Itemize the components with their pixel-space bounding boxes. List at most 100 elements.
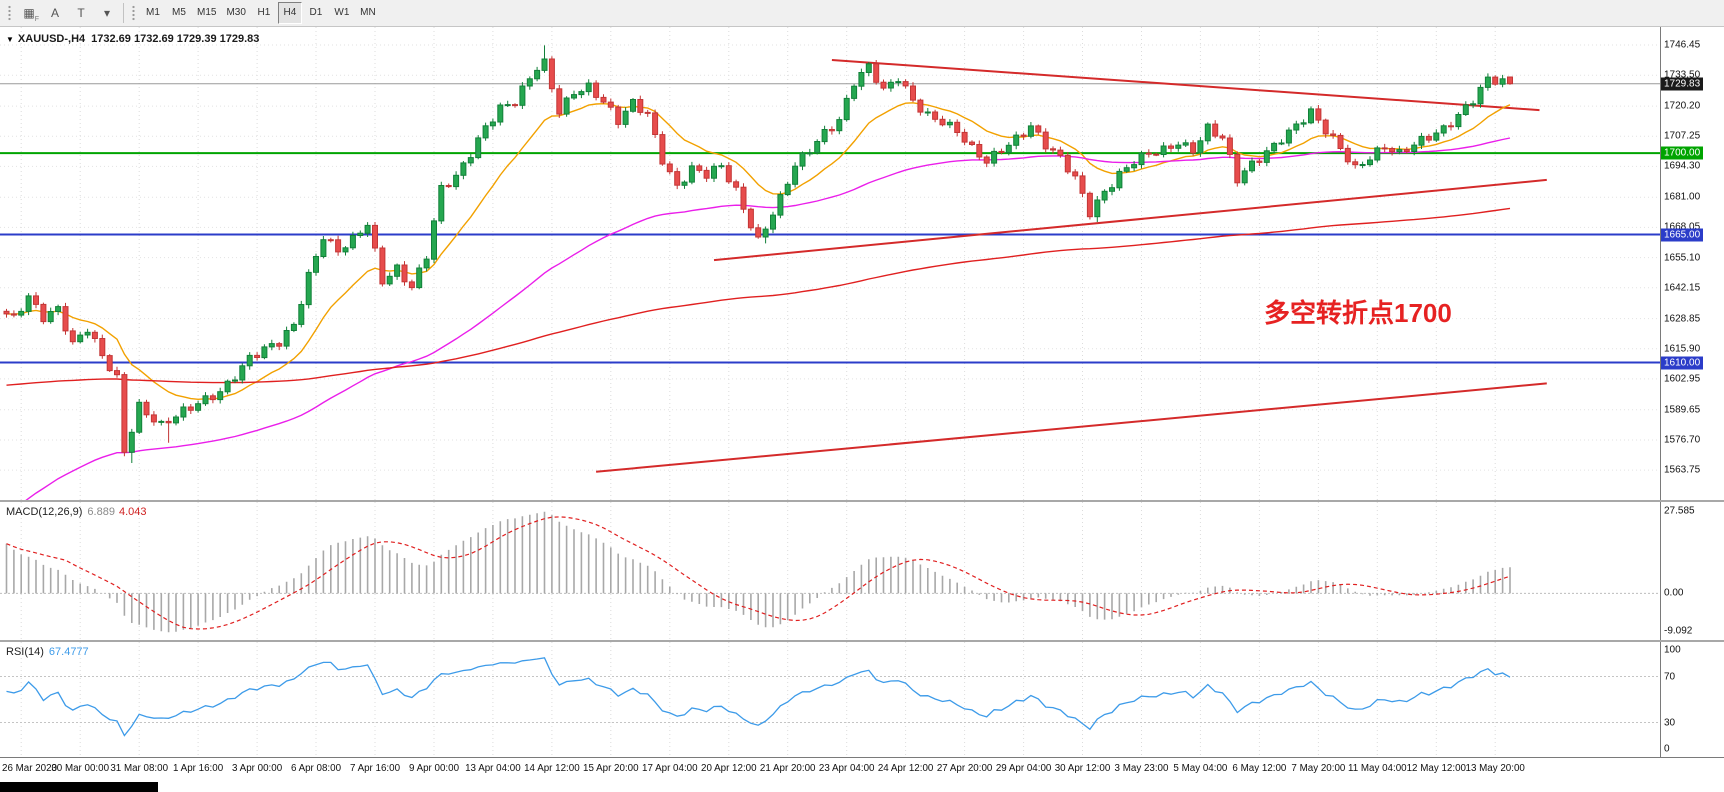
panel-splitter-macd[interactable] (0, 500, 1724, 502)
macd-axis[interactable]: 27.585 0.00 -9.092 (1660, 502, 1724, 640)
macd-axis-zero: 0.00 (1664, 587, 1684, 599)
price-tick: 1602.95 (1664, 373, 1701, 385)
chart-symbol-title: XAUUSD-,H4 (17, 33, 86, 45)
time-label: 20 Apr 12:00 (701, 763, 757, 774)
rsi-name: RSI(14) (6, 646, 44, 658)
long-support-trendline[interactable] (596, 382, 1547, 473)
time-label: 21 Apr 20:00 (759, 763, 816, 774)
macd-signal-line (6, 516, 1511, 630)
price-tick: 1615.90 (1664, 343, 1701, 355)
time-label: 3 May 23:00 (1114, 763, 1169, 774)
tool-button-group: ▦ F A T ▾ (16, 2, 120, 24)
time-label: 11 May 04:00 (1347, 763, 1407, 774)
template-button[interactable]: T (69, 2, 93, 24)
time-label: 13 May 20:00 (1465, 763, 1525, 774)
rsi-surface[interactable] (0, 642, 1660, 757)
time-label: 30 Mar 00:00 (51, 763, 110, 774)
main-chart-panel: 1746.45 1733.50 1720.20 1707.25 1694.30 1681.… (0, 27, 1724, 500)
bull-candles (18, 58, 1506, 453)
text-annotation-button[interactable]: A (43, 2, 67, 24)
macd-main-value: 6.889 (87, 506, 115, 518)
timeframe-M15-button[interactable]: M15 (193, 2, 220, 24)
price-tick: 1720.20 (1664, 100, 1701, 112)
text-annotation-icon: A (50, 6, 59, 20)
timeframe-MN-button[interactable]: MN (356, 2, 380, 24)
chart-annotation-text[interactable]: 多空转折点1700 (1264, 298, 1452, 328)
price-tick: 1681.00 (1664, 191, 1701, 203)
macd-name: MACD(12,26,9) (6, 506, 83, 518)
macd-axis-min: -9.092 (1664, 625, 1693, 637)
timeframe-W1-button[interactable]: W1 (330, 2, 354, 24)
time-label: 26 Mar 2020 (2, 763, 58, 774)
chart-grid-button[interactable]: ▦ F (17, 2, 41, 24)
rsi-axis[interactable]: 100 70 30 0 (1660, 642, 1724, 757)
price-tick: 1655.10 (1664, 252, 1701, 264)
time-label: 1 Apr 16:00 (173, 763, 224, 774)
ma-mid-magenta (25, 137, 1511, 500)
time-label: 24 Apr 12:00 (877, 763, 934, 774)
current-price-badge: 1729.83 (1661, 77, 1704, 91)
time-label: 7 Apr 16:00 (349, 763, 401, 774)
time-label: 29 Apr 04:00 (995, 763, 1052, 774)
draw-tools-dropdown-icon: ▾ (103, 6, 111, 20)
price-tick: 1576.70 (1664, 434, 1701, 446)
price-tick: 1589.65 (1664, 404, 1701, 416)
chart-title: ▼ XAUUSD-,H4 1732.69 1732.69 1729.39 1729.… (6, 33, 259, 45)
timeframe-H1-button[interactable]: H1 (252, 2, 276, 24)
rsi-panel: 100 70 30 0 RSI(14) 67.4777 (0, 642, 1724, 757)
level-1700-badge: 1700.00 (1661, 146, 1704, 160)
level-1610-badge: 1610.00 (1661, 356, 1704, 369)
time-label: 9 Apr 00:00 (408, 763, 460, 774)
price-tick: 1746.45 (1664, 39, 1701, 51)
main-chart-surface[interactable] (0, 27, 1660, 500)
price-tick: 1642.15 (1664, 282, 1701, 294)
timeframe-H4-button[interactable]: H4 (277, 2, 302, 24)
time-label: 23 Apr 04:00 (818, 763, 875, 774)
rsi-axis-70: 70 (1664, 671, 1676, 682)
time-axis[interactable]: 26 Mar 2020 30 Mar 00:00 31 Mar 08:00 1 Apr… (0, 757, 1724, 782)
chart-collapse-icon[interactable]: ▼ (6, 35, 14, 44)
bottom-bar (0, 782, 1724, 792)
descending-trendline[interactable] (831, 59, 1540, 112)
price-tick: 1563.75 (1664, 464, 1701, 476)
chart-ohlc-values: 1732.69 1732.69 1729.39 1729.83 (91, 33, 260, 45)
ascending-trendline[interactable] (713, 178, 1547, 262)
price-tick: 1628.85 (1664, 313, 1701, 325)
rsi-value: 67.4777 (48, 646, 89, 658)
template-icon: T (77, 6, 85, 20)
time-label: 15 Apr 20:00 (583, 763, 639, 774)
time-label: 6 Apr 08:00 (290, 763, 342, 774)
panel-splitter-rsi[interactable] (0, 640, 1724, 642)
rsi-line (6, 657, 1511, 737)
time-label: 13 Apr 04:00 (465, 763, 521, 774)
timeframe-M30-button[interactable]: M30 (222, 2, 249, 24)
price-tick: 1694.30 (1664, 160, 1701, 172)
time-label: 6 May 12:00 (1232, 763, 1287, 774)
time-label: 30 Apr 12:00 (1054, 763, 1111, 774)
macd-label: MACD(12,26,9) 6.889 4.043 (6, 506, 146, 518)
timeframe-D1-button[interactable]: D1 (304, 2, 328, 24)
time-label: 14 Apr 12:00 (524, 763, 580, 774)
time-label: 31 Mar 08:00 (110, 763, 169, 774)
timeframe-M1-button[interactable]: M1 (141, 2, 165, 24)
rsi-label: RSI(14) 67.4777 (6, 646, 89, 658)
ma-slow-red (6, 207, 1511, 386)
rsi-axis-100: 100 (1664, 644, 1681, 656)
macd-axis-max: 27.585 (1664, 505, 1695, 517)
price-tick: 1733.50 (1664, 69, 1701, 81)
time-label: 12 May 12:00 (1406, 763, 1466, 774)
price-axis[interactable]: 1746.45 1733.50 1720.20 1707.25 1694.30 1681.… (1660, 27, 1724, 500)
time-label: 3 Apr 00:00 (232, 763, 283, 774)
bear-candles (3, 58, 1513, 453)
macd-panel: 27.585 0.00 -9.092 MACD(12,26,9) 6.889 4.043 (0, 502, 1724, 640)
draw-tools-dropdown-button[interactable]: ▾ (95, 2, 119, 24)
toolbar-separator (123, 3, 124, 23)
toolbar-grip[interactable] (7, 5, 12, 21)
macd-surface[interactable] (0, 502, 1660, 640)
time-label: 27 Apr 20:00 (936, 763, 993, 774)
toolbar-grip-2[interactable] (131, 5, 136, 21)
macd-signal-value: 4.043 (118, 506, 147, 518)
timeframe-M5-button[interactable]: M5 (167, 2, 191, 24)
price-tick: 1707.25 (1664, 130, 1701, 142)
